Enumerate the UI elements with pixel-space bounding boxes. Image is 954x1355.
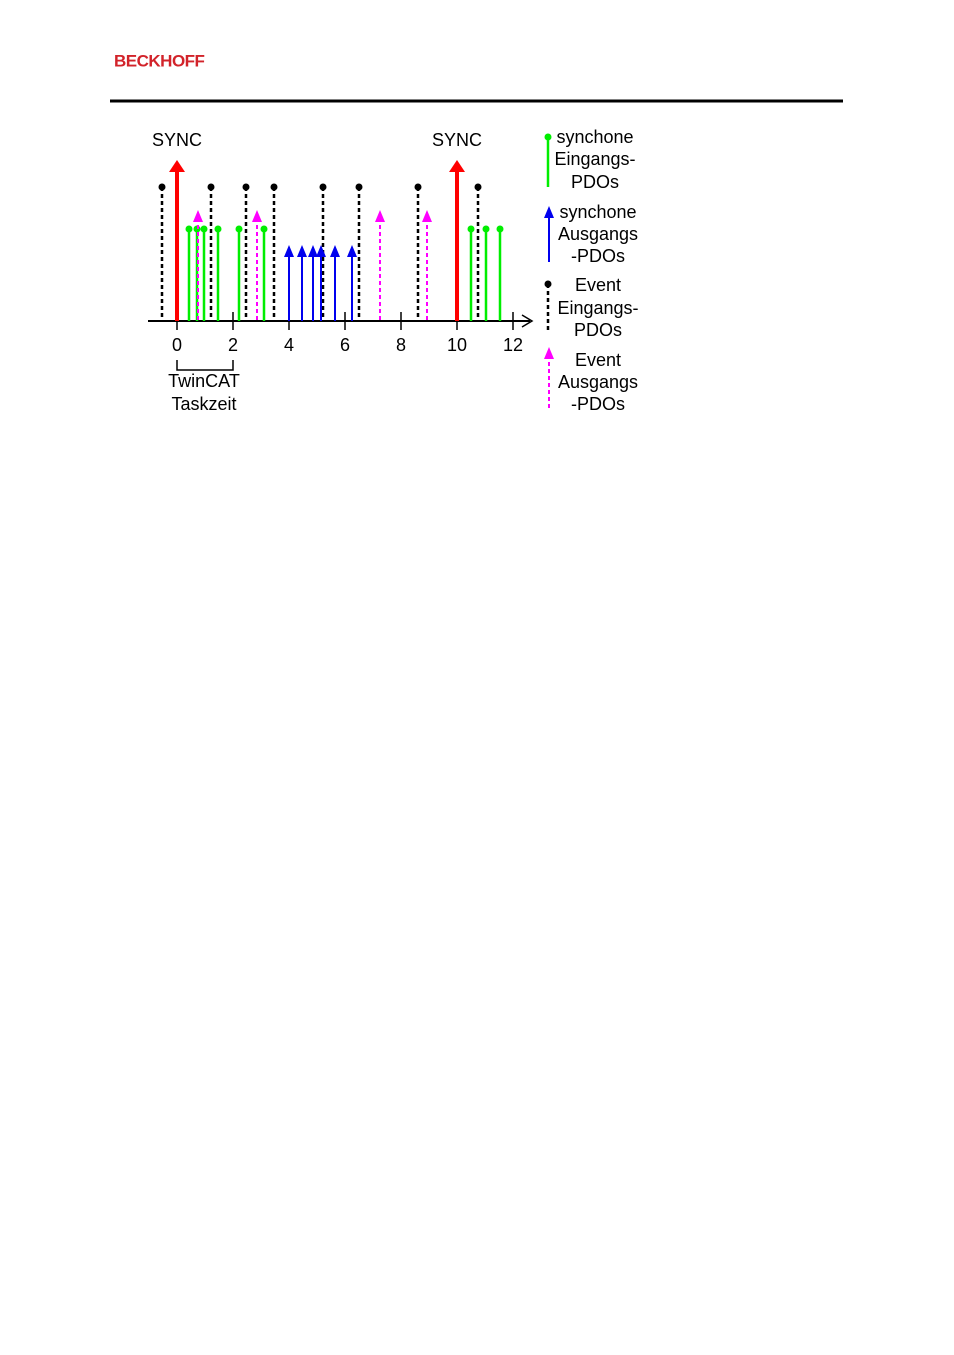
legend-text: PDOs: [574, 320, 622, 340]
sync-input-dot: [214, 225, 222, 233]
sync-input-dot: [185, 225, 193, 233]
axis-label: 6: [340, 335, 350, 355]
brand: BECKHOFF: [114, 51, 205, 70]
event-input-dot: [474, 183, 482, 191]
event-output-head: [422, 210, 432, 222]
axis-label: 10: [447, 335, 467, 355]
sync-input-dot: [482, 225, 490, 233]
sync-arrow-head: [169, 160, 185, 172]
bracket-label: Taskzeit: [171, 394, 236, 414]
legend-text: PDOs: [571, 172, 619, 192]
legend-text: Eingangs-: [557, 298, 638, 318]
legend-sync-output-head: [544, 206, 554, 218]
legend-text: synchone: [559, 202, 636, 222]
sync-label: SYNC: [152, 130, 202, 150]
sync-arrow-head: [449, 160, 465, 172]
legend-text: Ausgangs: [558, 372, 638, 392]
legend-text: -PDOs: [571, 394, 625, 414]
sync-input-dot: [235, 225, 243, 233]
event-input-dot: [158, 183, 166, 191]
sync-output-head: [316, 245, 326, 257]
task-bracket: [176, 360, 234, 371]
event-input-dot: [355, 183, 363, 191]
event-output-head: [375, 210, 385, 222]
legend-text: synchone: [556, 127, 633, 147]
event-output-head: [252, 210, 262, 222]
event-input-dot: [207, 183, 215, 191]
event-input-dot: [319, 183, 327, 191]
legend-event-output-head: [544, 347, 554, 359]
axis-label: 0: [172, 335, 182, 355]
legend-text: Event: [575, 275, 621, 295]
legend-sync-input-dot: [544, 133, 552, 141]
sync-output-head: [297, 245, 307, 257]
axis-label: 12: [503, 335, 523, 355]
legend-text: -PDOs: [571, 246, 625, 266]
axis-label: 2: [228, 335, 238, 355]
axis-arrow: [521, 314, 534, 328]
bracket-label: TwinCAT: [168, 371, 240, 391]
axis-label: 8: [396, 335, 406, 355]
timing-diagram: 0 2 4 6 8 10 12 TwinCAT Taskzeit SYNC SYNC synchone…: [148, 127, 639, 414]
sync-input-dot: [200, 225, 208, 233]
legend-text: Event: [575, 350, 621, 370]
legend-event-input-dot: [544, 280, 552, 288]
legend-text: Ausgangs: [558, 224, 638, 244]
event-input-dot: [270, 183, 278, 191]
event-output-head: [193, 210, 203, 222]
sync-input-dot: [496, 225, 504, 233]
sync-output-head: [284, 245, 294, 257]
sync-output-head: [330, 245, 340, 257]
sync-input-dot: [467, 225, 475, 233]
sync-label: SYNC: [432, 130, 482, 150]
sync-input-dot: [260, 225, 268, 233]
sync-output-head: [347, 245, 357, 257]
legend-text: Eingangs-: [554, 149, 635, 169]
sync-output-head: [308, 245, 318, 257]
event-input-dot: [414, 183, 422, 191]
axis-label: 4: [284, 335, 294, 355]
event-input-dot: [242, 183, 250, 191]
